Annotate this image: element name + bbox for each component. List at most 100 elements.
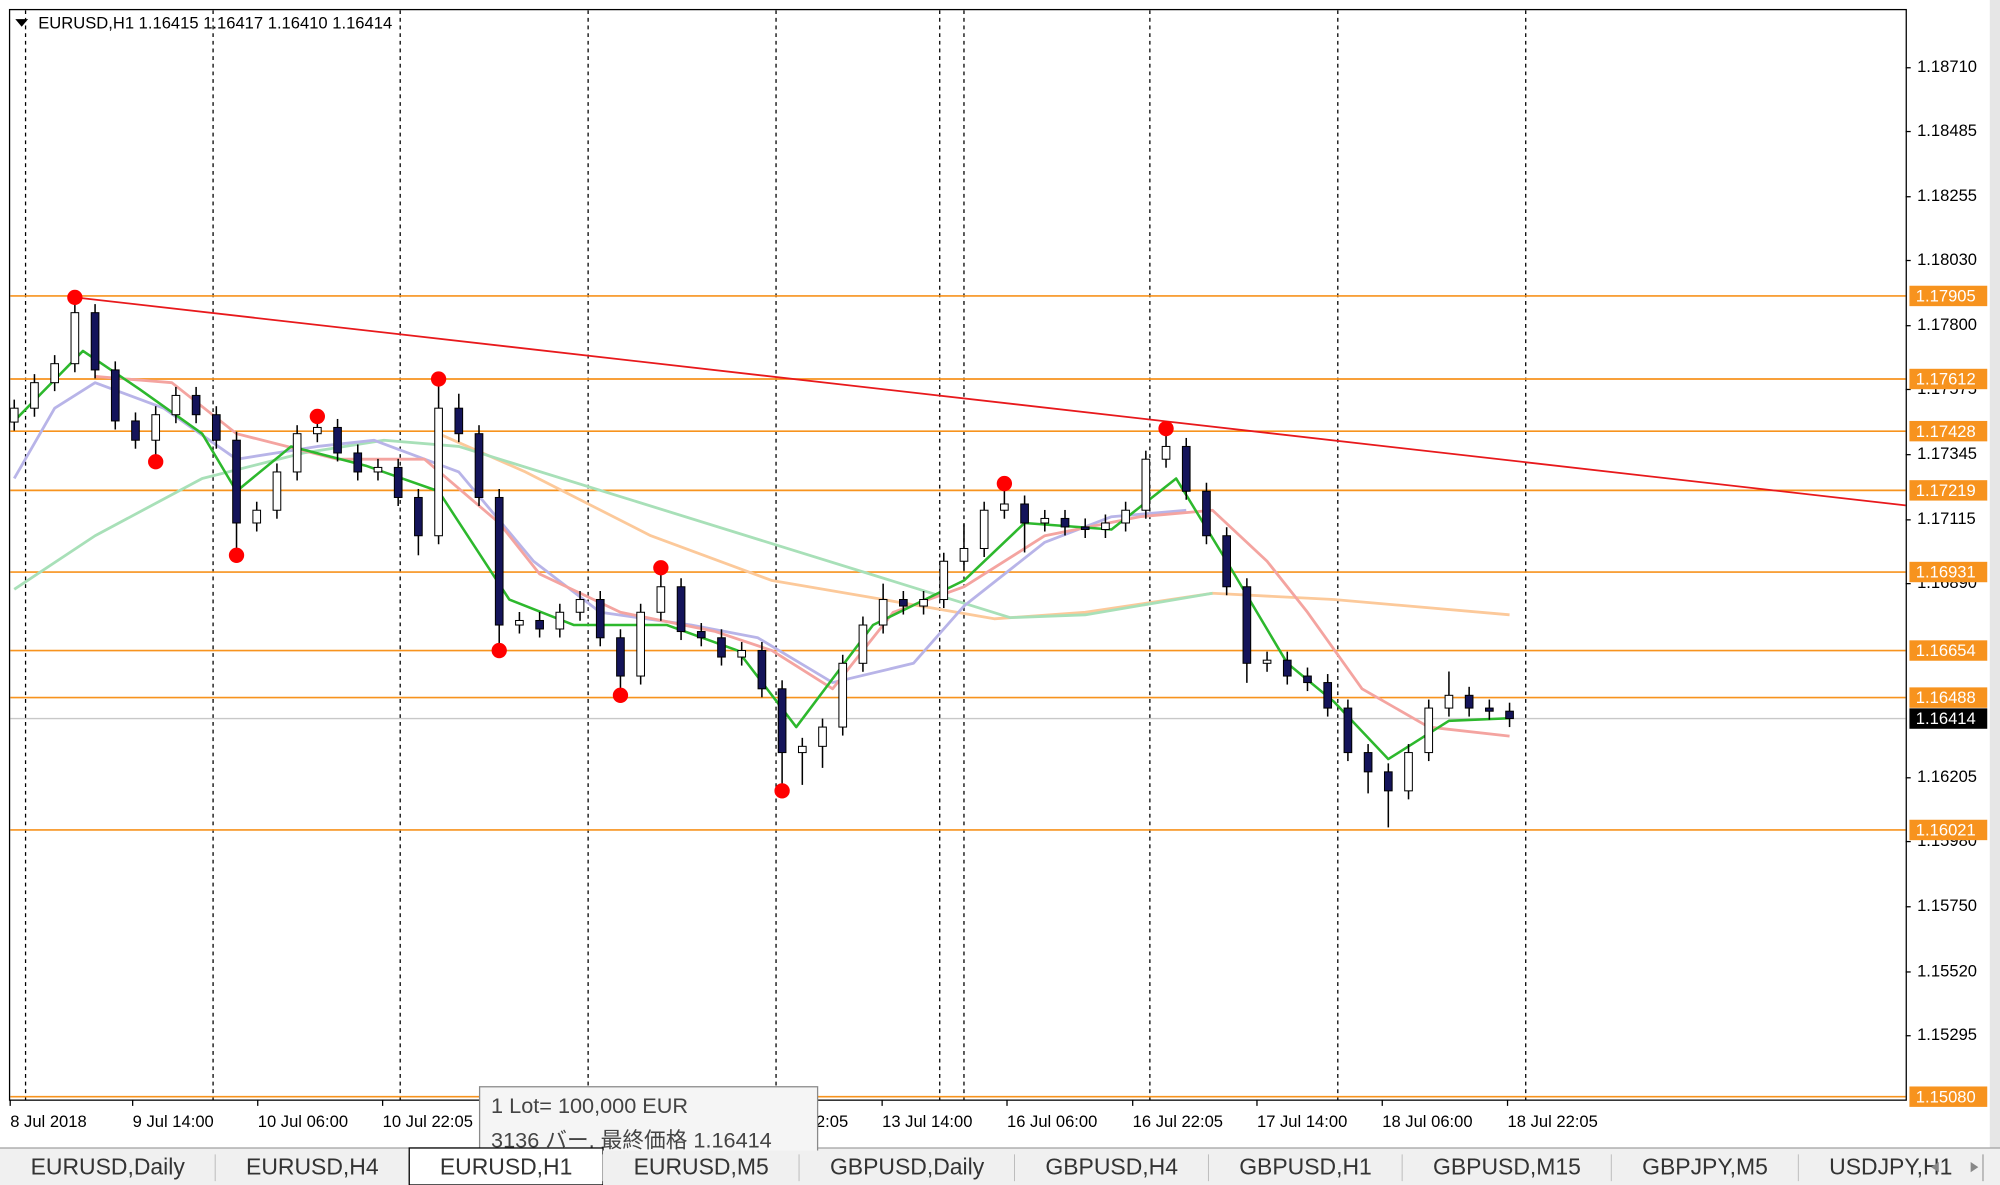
tab[interactable]: USDJPY,H1 xyxy=(1798,1150,1984,1185)
candle-body-down xyxy=(1303,675,1312,684)
candle-body-down xyxy=(616,637,625,677)
tab-background[interactable] xyxy=(1014,1150,1209,1185)
moving-average xyxy=(94,375,1510,738)
tab-label[interactable]: GBPUSD,Daily xyxy=(830,1153,985,1179)
tab-background[interactable] xyxy=(603,1150,800,1185)
tab-label[interactable]: GBPUSD,H1 xyxy=(1239,1153,1372,1179)
candle-body-down xyxy=(1242,586,1252,664)
fractal-marker xyxy=(996,475,1013,492)
fractal-marker xyxy=(430,371,447,387)
candle-body-down xyxy=(1323,682,1333,709)
candle-body-down xyxy=(333,426,342,454)
candle-body-down xyxy=(131,420,140,441)
candle-body-down xyxy=(757,650,767,690)
candle-body-up xyxy=(171,394,181,416)
candle-body-down xyxy=(1485,707,1494,712)
tab-label[interactable]: EURUSD,Daily xyxy=(31,1153,186,1179)
x-tick-label: 16 Jul 22:05 xyxy=(1133,1112,1223,1131)
candle-body-up xyxy=(272,471,282,511)
candle-body-down xyxy=(1363,752,1373,773)
candle-body-up xyxy=(1101,522,1110,531)
fractal-marker xyxy=(309,408,326,425)
fractal-marker xyxy=(1158,420,1174,437)
x-tick-label: 13 Jul 14:00 xyxy=(882,1112,972,1131)
y-tick-label: 1.18485 xyxy=(1917,121,1977,140)
candle-body-down xyxy=(1222,535,1231,588)
candle-body-up xyxy=(151,414,161,441)
tab-background[interactable] xyxy=(0,1150,216,1185)
candle-body-up xyxy=(313,426,322,435)
tab-background[interactable] xyxy=(1611,1150,1799,1185)
candle-body-down xyxy=(1080,526,1090,531)
candle-body-down xyxy=(777,688,787,754)
level-label-box xyxy=(1909,819,1988,841)
tab-background[interactable] xyxy=(408,1147,604,1185)
tab-label[interactable]: EURUSD,H1 xyxy=(440,1153,573,1179)
menu-arrow[interactable] xyxy=(15,19,29,27)
tab-label[interactable]: GBPUSD,H4 xyxy=(1045,1153,1178,1179)
candle-body-down xyxy=(90,312,100,371)
x-tick-label: 16 Jul 06:00 xyxy=(1007,1112,1097,1131)
tab[interactable]: GBPUSD,Daily xyxy=(799,1150,1016,1185)
candle-body-down xyxy=(696,631,706,639)
candle-body-up xyxy=(30,382,39,409)
level-label: 1.17219 xyxy=(1916,481,1976,500)
candle-body-up xyxy=(1040,517,1050,524)
tab[interactable]: EURUSD,M5 xyxy=(603,1150,800,1185)
candle-body-down xyxy=(595,599,605,639)
tab[interactable]: GBPUSD,M15 xyxy=(1402,1150,1613,1185)
x-tick-label: 18 Jul 06:00 xyxy=(1382,1112,1472,1131)
level-label-box xyxy=(1909,480,1988,501)
axes: 1.187101.184851.182551.180301.178001.175… xyxy=(9,57,1988,1131)
tab-label[interactable]: USDJPY,H1 xyxy=(1829,1153,1952,1179)
tab-background[interactable] xyxy=(1208,1150,1403,1185)
level-label: 1.15080 xyxy=(1916,1087,1976,1106)
level-label-box xyxy=(1909,368,1988,390)
level-label-box xyxy=(1909,285,1988,307)
candle-body-up xyxy=(373,466,383,473)
level-label: 1.17905 xyxy=(1916,287,1976,306)
tab[interactable]: EURUSD,Daily xyxy=(0,1150,217,1185)
candle-body-down xyxy=(494,496,504,626)
candle-body-down xyxy=(474,433,484,498)
candle-body-down xyxy=(353,452,363,473)
fractal-marker xyxy=(653,560,669,576)
candle-body-down xyxy=(676,586,686,633)
candle-body-up xyxy=(1444,694,1454,709)
candle-body-up xyxy=(636,611,645,677)
tab-background[interactable] xyxy=(799,1150,1015,1185)
candle-body-down xyxy=(232,439,241,524)
tab[interactable]: GBPJPY,M5 xyxy=(1611,1150,1800,1185)
y-tick-label: 1.15750 xyxy=(1917,896,1977,915)
y-tick-label: 1.16205 xyxy=(1917,767,1977,786)
candle-body-up xyxy=(858,624,868,664)
tabs: EURUSD,Daily EURUSD,H4 EURUSD,H1 EURUSD,M5 G… xyxy=(0,1147,1984,1185)
tab-label[interactable]: GBPJPY,M5 xyxy=(1642,1153,1768,1179)
tab[interactable]: GBPUSD,H1 xyxy=(1208,1150,1404,1185)
tab[interactable]: GBPUSD,H4 xyxy=(1014,1150,1210,1185)
candle-body-down xyxy=(454,407,464,435)
tab-background[interactable] xyxy=(1798,1150,1983,1185)
candle-body-up xyxy=(818,726,827,747)
candle-body-up xyxy=(838,662,848,728)
candle-body-down xyxy=(211,414,221,441)
candle-body-up xyxy=(1141,458,1151,511)
candle-body-up xyxy=(656,586,666,613)
tab-label[interactable]: EURUSD,M5 xyxy=(634,1153,769,1179)
tab-label[interactable]: EURUSD,H4 xyxy=(246,1153,379,1179)
tab-background[interactable] xyxy=(1402,1150,1612,1185)
level-label: 1.17428 xyxy=(1916,422,1976,441)
x-tick-label: 17 Jul 14:00 xyxy=(1257,1112,1347,1131)
tab[interactable]: EURUSD,H1 xyxy=(408,1147,604,1185)
header: EURUSD,H1 1.16415 1.16417 1.16410 1.1641… xyxy=(38,14,392,33)
tab-label[interactable]: GBPUSD,M15 xyxy=(1433,1153,1581,1179)
moving-average xyxy=(13,349,1510,761)
candle-body-up xyxy=(939,560,949,601)
plot-area xyxy=(10,10,1906,1100)
tab-background[interactable] xyxy=(215,1150,410,1185)
level-label: 1.16021 xyxy=(1916,821,1976,840)
tab[interactable]: EURUSD,H4 xyxy=(215,1150,410,1185)
candle-body-up xyxy=(979,509,989,550)
candle-body-up xyxy=(737,650,747,658)
